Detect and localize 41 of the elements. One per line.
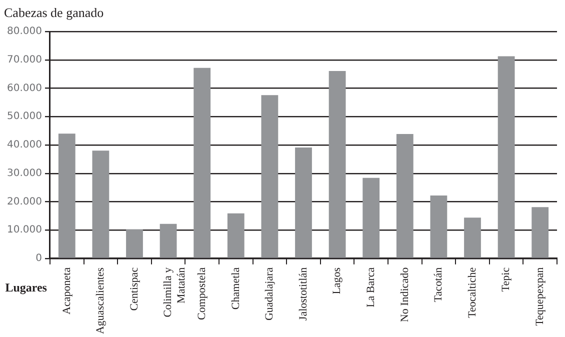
x-tick-label: Lagos <box>331 267 344 294</box>
x-tick-label: Acaponeta <box>60 267 73 314</box>
x-tick-label: Chametla <box>230 267 242 310</box>
x-tick-label: Teocaltiche <box>466 267 478 318</box>
x-tick-label: No Indicado <box>398 266 411 322</box>
bar <box>126 229 143 258</box>
y-tick-label: 20.000 <box>6 196 42 208</box>
bar <box>498 56 515 258</box>
bar <box>227 213 244 258</box>
x-tick-label: Jalostotitlán <box>297 266 310 321</box>
x-tick-label: Tacotán <box>432 266 445 302</box>
bar <box>261 95 278 258</box>
bar <box>430 195 448 258</box>
bar <box>160 224 177 258</box>
bar <box>295 148 312 258</box>
y-tick-label: 60.000 <box>6 82 42 94</box>
bar <box>58 134 76 258</box>
x-tick-label: Tepic <box>500 267 512 292</box>
bar <box>464 218 481 258</box>
bar <box>362 178 380 258</box>
x-tick-label: Aguascalientes <box>94 267 107 334</box>
x-axis-title: Lugares <box>5 280 48 295</box>
y-tick-label: 80.000 <box>6 26 42 38</box>
x-tick-label: Tequepexpan <box>534 266 546 326</box>
x-tick-label: Centispac <box>128 267 140 311</box>
y-tick-label: 10.000 <box>6 224 42 236</box>
bar <box>194 68 211 258</box>
y-tick-label: 30.000 <box>6 168 42 179</box>
chart-title: Cabezas de ganado <box>4 5 104 20</box>
bar <box>532 207 549 258</box>
x-tick-label: La Barca <box>364 267 377 308</box>
bar <box>396 134 414 258</box>
y-tick-label: 50.000 <box>6 111 42 122</box>
bar <box>92 150 110 258</box>
x-tick-label: Compostela <box>196 267 208 320</box>
x-tick-label: Guadalajara <box>264 267 276 321</box>
y-tick-label: 40.000 <box>6 140 42 151</box>
y-tick-label: 0 <box>36 253 42 264</box>
x-tick-label: Colimilla y Matatán <box>162 266 188 318</box>
bar <box>328 71 346 258</box>
y-tick-label: 70.000 <box>6 54 42 66</box>
